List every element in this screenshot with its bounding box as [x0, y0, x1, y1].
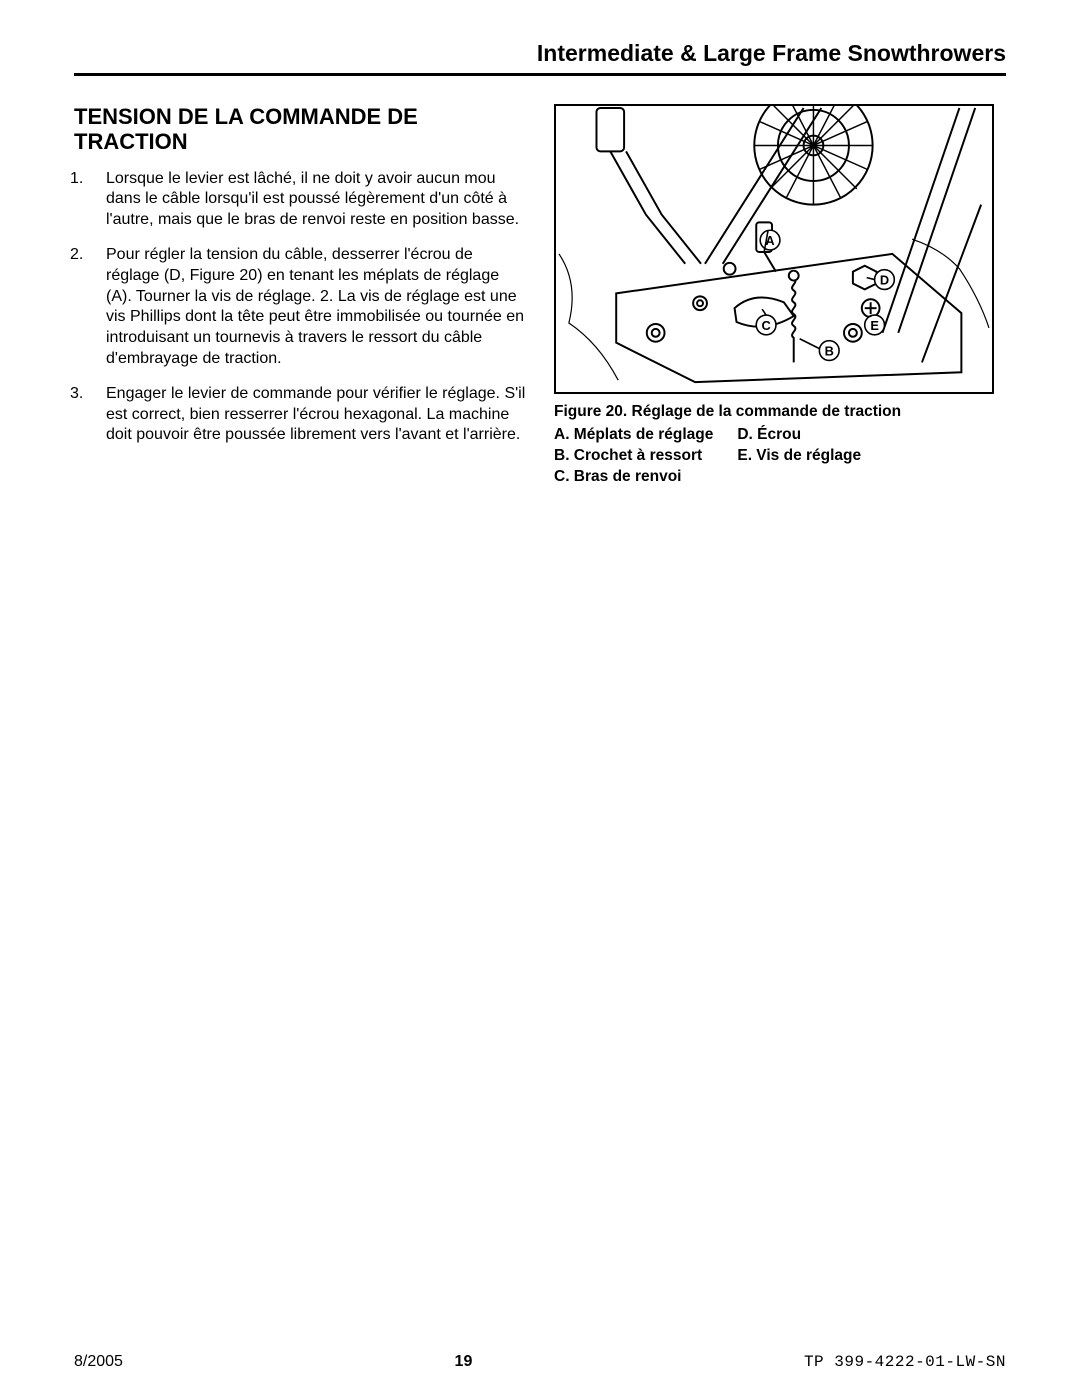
step-text: Lorsque le levier est lâché, il ne doit …	[106, 170, 519, 229]
step-text: Pour régler la tension du câble, desserr…	[106, 246, 524, 367]
legend-item: A. Méplats de réglage	[554, 425, 713, 446]
callout-b: B	[825, 344, 834, 359]
right-column: A B C D E Figure 20. Réglage de la comma…	[554, 104, 1006, 488]
figure-caption: Figure 20. Réglage de la commande de tra…	[554, 402, 1006, 423]
running-header: Intermediate & Large Frame Snowthrowers	[74, 40, 1006, 76]
legend-item: D. Écrou	[737, 425, 861, 446]
legend-item: C. Bras de renvoi	[554, 467, 713, 488]
footer-page-number: 19	[455, 1353, 473, 1371]
step-list: 1.Lorsque le levier est lâché, il ne doi…	[74, 169, 526, 447]
callout-c: C	[761, 318, 770, 333]
list-item: 2.Pour régler la tension du câble, desse…	[74, 245, 526, 370]
figure-illustration: A B C D E	[554, 104, 994, 394]
list-item: 1.Lorsque le levier est lâché, il ne doi…	[74, 169, 526, 231]
left-column: TENSION DE LA COMMANDE DE TRACTION 1.Lor…	[74, 104, 526, 488]
footer-doc-number: TP 399-4222-01-LW-SN	[804, 1353, 1006, 1371]
two-column-layout: TENSION DE LA COMMANDE DE TRACTION 1.Lor…	[74, 104, 1006, 488]
legend-item: E. Vis de réglage	[737, 446, 861, 467]
page-footer: 8/2005 19 TP 399-4222-01-LW-SN	[74, 1353, 1006, 1371]
footer-date: 8/2005	[74, 1353, 123, 1371]
page: Intermediate & Large Frame Snowthrowers …	[0, 0, 1080, 1397]
legend-col-left: A. Méplats de réglage B. Crochet à resso…	[554, 425, 713, 488]
callout-d: D	[880, 273, 889, 288]
callout-e: E	[870, 318, 879, 333]
step-text: Engager le levier de commande pour vérif…	[106, 385, 525, 444]
figure-legend: A. Méplats de réglage B. Crochet à resso…	[554, 425, 1006, 488]
list-item: 3.Engager le levier de commande pour vér…	[74, 384, 526, 446]
section-title: TENSION DE LA COMMANDE DE TRACTION	[74, 104, 526, 155]
legend-col-right: D. Écrou E. Vis de réglage	[737, 425, 861, 488]
traction-diagram-svg: A B C D E	[556, 106, 992, 392]
legend-item: B. Crochet à ressort	[554, 446, 713, 467]
